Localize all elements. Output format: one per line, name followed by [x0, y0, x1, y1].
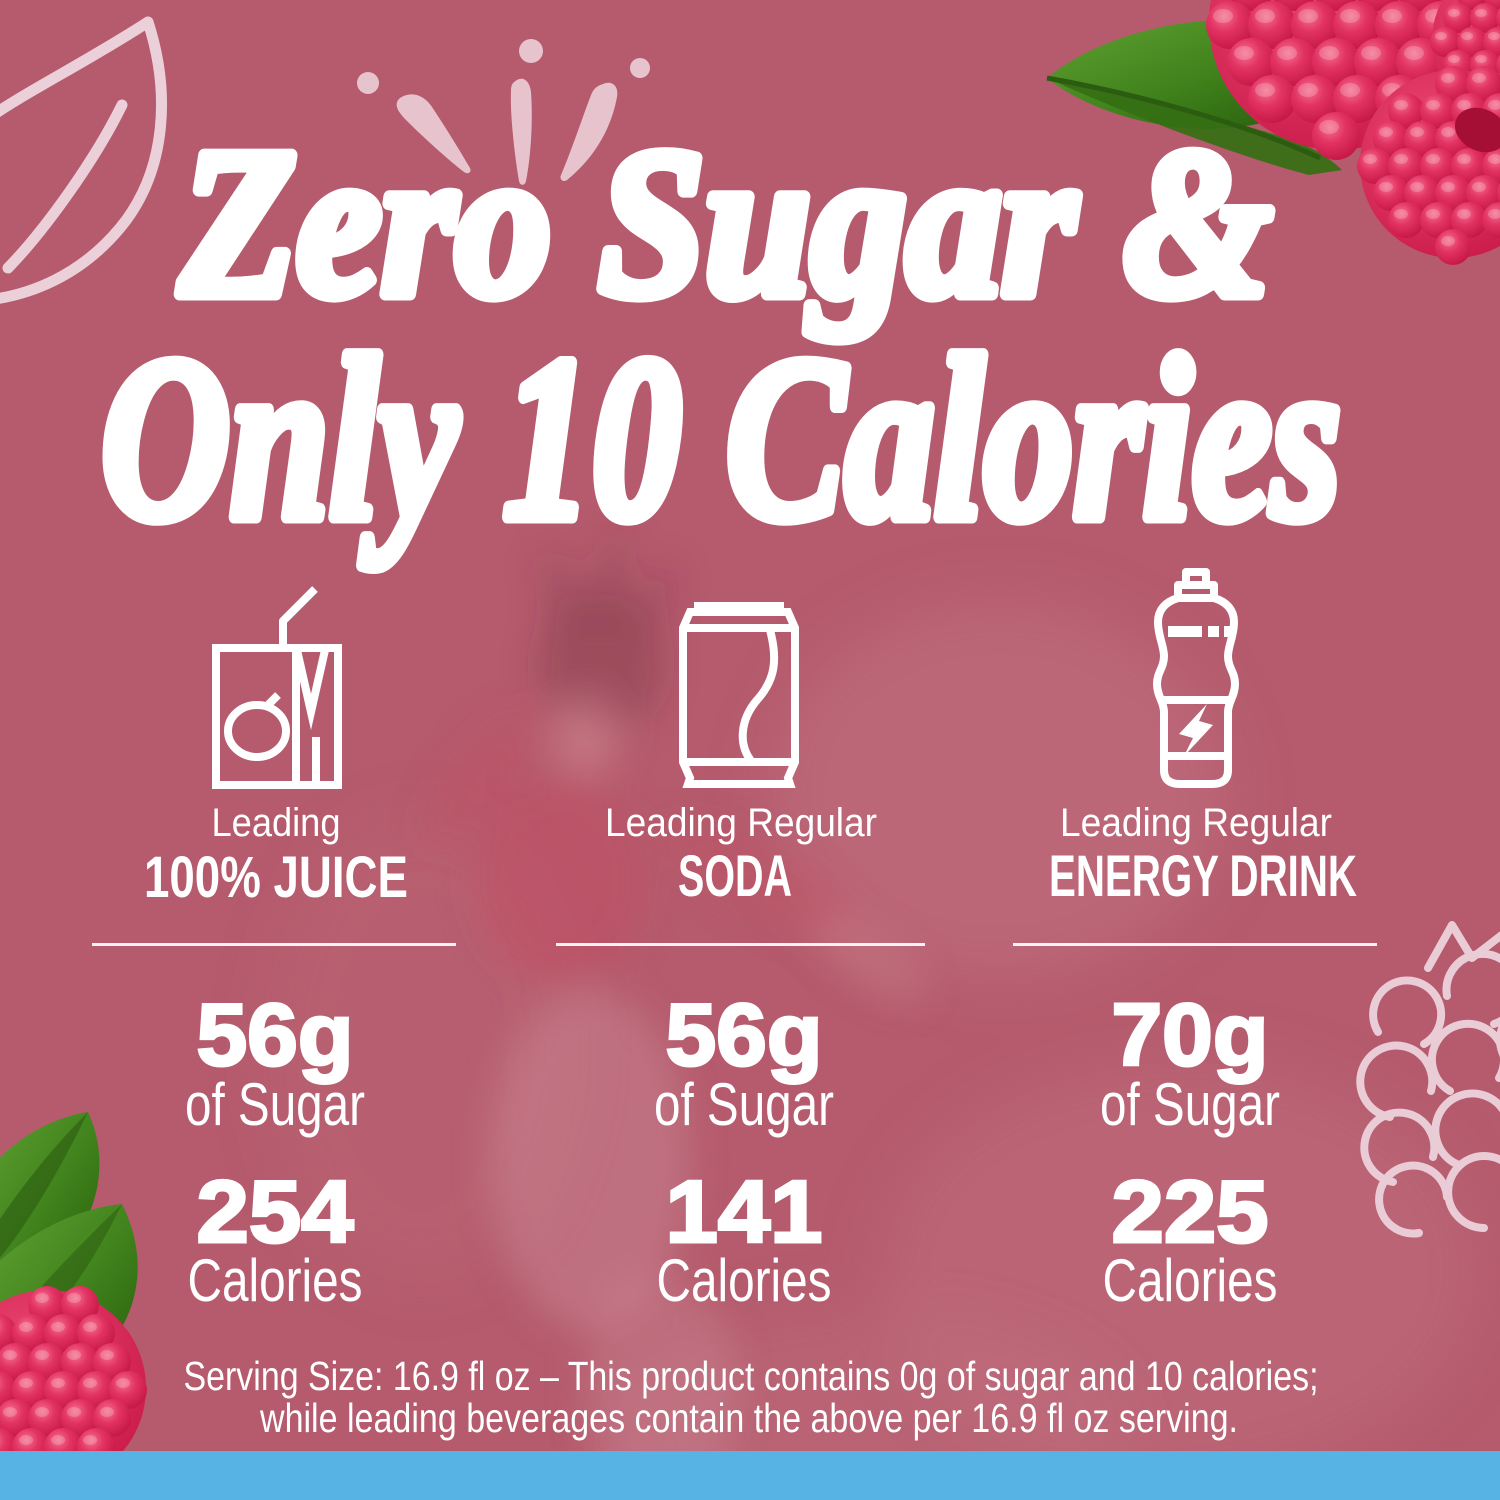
svg-text:Leading: Leading	[212, 801, 341, 845]
svg-text:Only 10 Calories: Only 10 Calories	[101, 308, 1341, 568]
svg-text:100% JUICE: 100% JUICE	[144, 845, 408, 910]
svg-text:ENERGY DRINK: ENERGY DRINK	[1049, 844, 1357, 909]
svg-text:Serving Size: 16.9 fl oz – Thi: Serving Size: 16.9 fl oz – This product …	[184, 1353, 1319, 1399]
svg-text:141: 141	[666, 1162, 823, 1261]
svg-text:Zero Sugar &: Zero Sugar &	[179, 105, 1272, 340]
svg-text:of Sugar: of Sugar	[1100, 1071, 1280, 1138]
svg-text:of Sugar: of Sugar	[654, 1071, 834, 1138]
svg-text:Calories: Calories	[188, 1247, 363, 1314]
svg-text:Calories: Calories	[657, 1247, 832, 1314]
svg-text:225: 225	[1112, 1162, 1269, 1261]
svg-text:SODA: SODA	[678, 844, 792, 909]
svg-text:Leading Regular: Leading Regular	[1060, 801, 1332, 845]
svg-text:Calories: Calories	[1103, 1247, 1278, 1314]
svg-text:while leading beverages contai: while leading beverages contain the abov…	[259, 1395, 1238, 1441]
svg-text:254: 254	[197, 1162, 354, 1261]
svg-text:56g: 56g	[197, 985, 354, 1084]
svg-text:Leading Regular: Leading Regular	[605, 801, 877, 845]
svg-text:56g: 56g	[666, 985, 823, 1084]
svg-text:of Sugar: of Sugar	[185, 1071, 365, 1138]
svg-text:70g: 70g	[1112, 985, 1269, 1084]
